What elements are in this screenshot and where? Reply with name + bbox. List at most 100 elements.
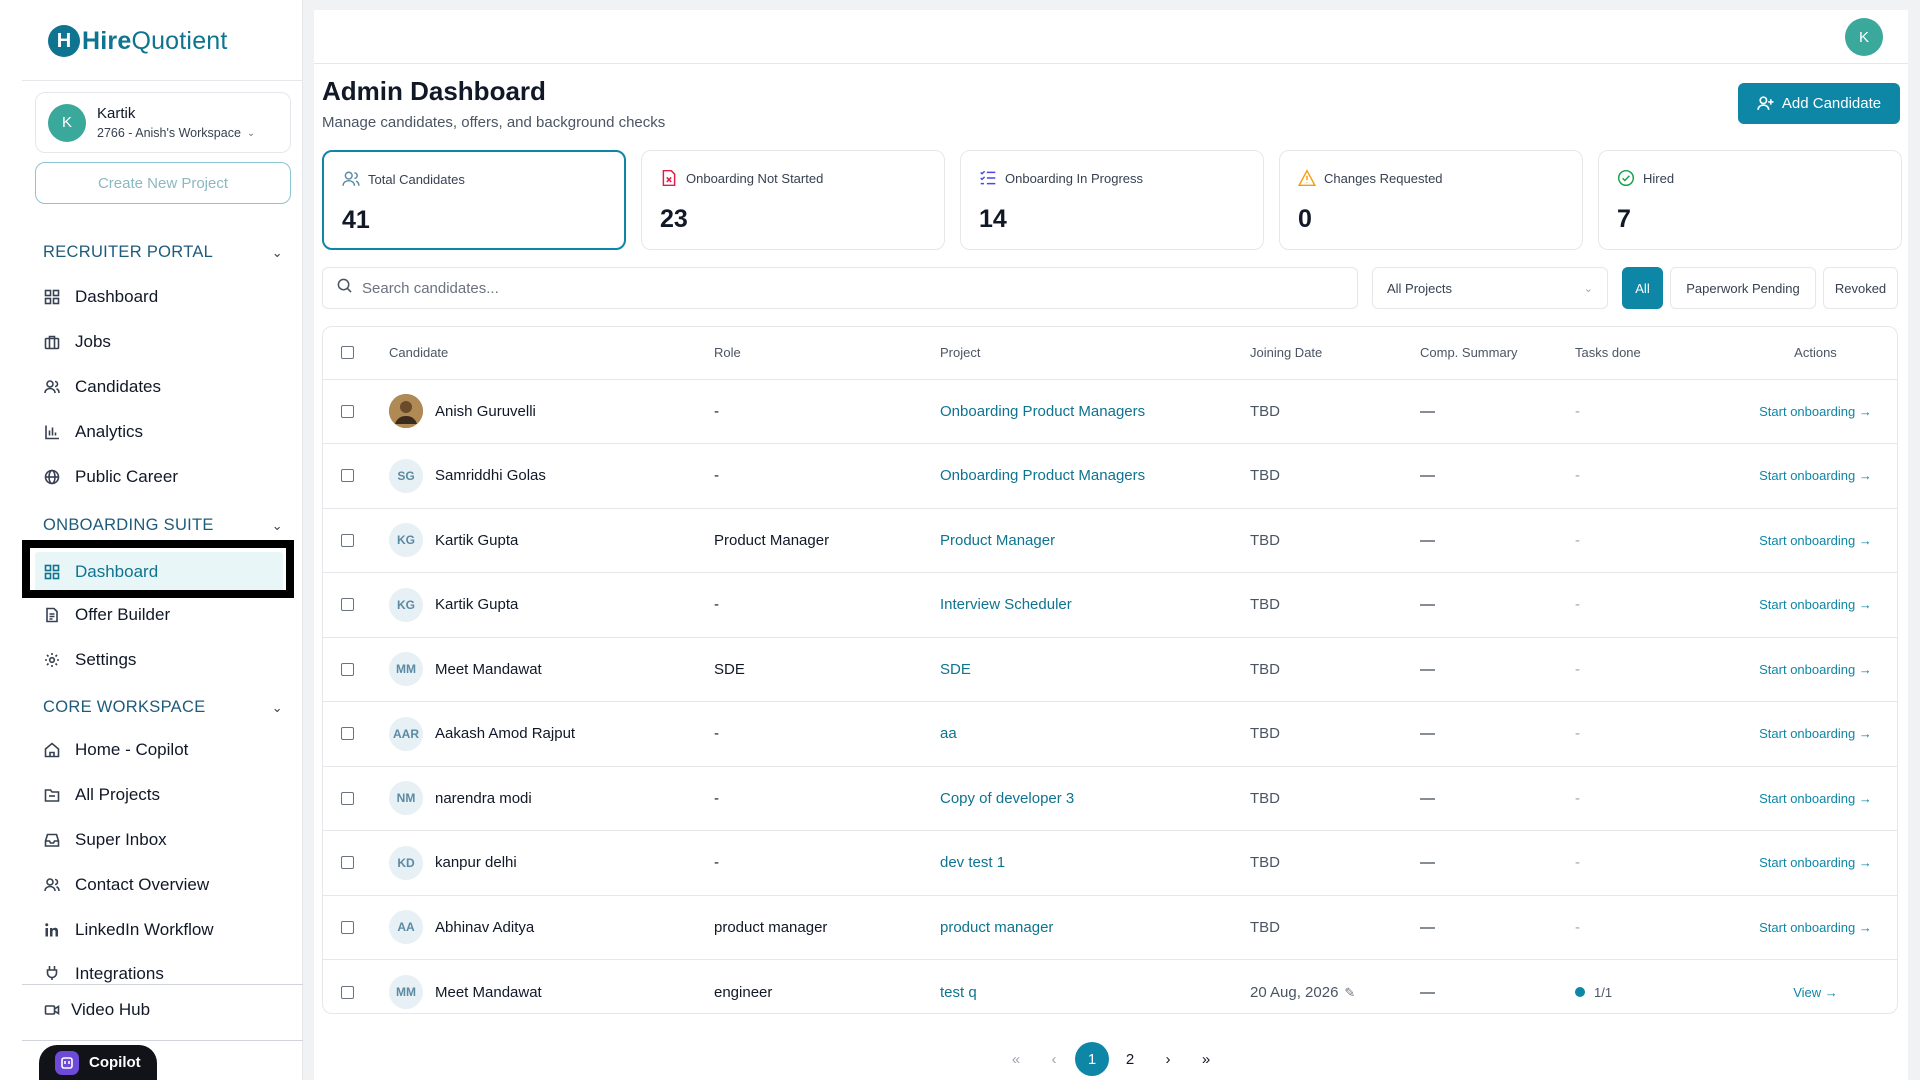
row-checkbox[interactable] <box>341 598 354 612</box>
candidate-cell[interactable]: SG Samriddhi Golas <box>389 458 714 493</box>
project-link[interactable]: Product Manager <box>940 531 1056 549</box>
candidate-cell[interactable]: AA Abhinav Aditya <box>389 910 714 945</box>
hirequotient-logo[interactable]: H HireQuotient <box>48 24 228 58</box>
table-row[interactable]: SG Samriddhi Golas - Onboarding Product Man… <box>323 443 1897 509</box>
nav-video-hub[interactable]: Video Hub <box>43 995 283 1025</box>
row-action-link[interactable]: Start onboarding → <box>1759 661 1872 677</box>
row-action-link[interactable]: Start onboarding → <box>1759 532 1872 548</box>
select-all-checkbox[interactable] <box>341 346 354 360</box>
nav-super-inbox[interactable]: Super Inbox <box>43 825 283 855</box>
table-row[interactable]: KD kanpur delhi - dev test 1 TBD — - Start onbo… <box>323 830 1897 896</box>
candidate-cell[interactable]: MM Meet Mandawat <box>389 975 714 1009</box>
nav-onboarding-dashboard[interactable]: Dashboard <box>35 552 283 592</box>
add-candidate-button[interactable]: Add Candidate <box>1738 83 1900 124</box>
row-checkbox[interactable] <box>341 856 354 870</box>
project-link[interactable]: Onboarding Product Managers <box>940 467 1146 485</box>
nav-settings[interactable]: Settings <box>43 645 283 675</box>
section-recruiter-portal[interactable]: RECRUITER PORTAL ⌄ <box>43 243 283 262</box>
table-row[interactable]: KG Kartik Gupta - Interview Scheduler TBD — - S… <box>323 572 1897 638</box>
row-action-link[interactable]: Start onboarding → <box>1759 919 1872 935</box>
column-header[interactable]: Joining Date <box>1250 327 1420 380</box>
project-link[interactable]: Onboarding Product Managers <box>940 402 1146 420</box>
nav-candidates[interactable]: Candidates <box>43 372 283 402</box>
nav-home-copilot[interactable]: Home - Copilot <box>43 735 283 765</box>
last-page-icon[interactable]: » <box>1201 1050 1211 1068</box>
nav-analytics[interactable]: Analytics <box>43 417 283 447</box>
table-row[interactable]: AA Abhinav Aditya product manager product m… <box>323 895 1897 960</box>
project-link[interactable]: aa <box>940 725 957 743</box>
section-core-workspace[interactable]: CORE WORKSPACE ⌄ <box>43 698 283 717</box>
project-link[interactable]: product manager <box>940 918 1054 936</box>
stat-card-total-candidates[interactable]: Total Candidates 41 <box>322 150 626 250</box>
table-row[interactable]: NM narendra modi - Copy of developer 3 TBD — -… <box>323 766 1897 831</box>
row-action-link[interactable]: Start onboarding → <box>1759 790 1872 806</box>
row-action-link[interactable]: Start onboarding → <box>1759 726 1872 742</box>
candidate-cell[interactable]: Anish Guruvelli <box>389 394 714 429</box>
project-link[interactable]: Copy of developer 3 <box>940 789 1075 807</box>
column-header[interactable]: Actions <box>1732 327 1897 380</box>
nav-offer-builder[interactable]: Offer Builder <box>43 600 283 630</box>
row-checkbox[interactable] <box>341 985 354 999</box>
create-new-project-button[interactable]: Create New Project <box>35 162 291 204</box>
page-button[interactable]: 2 <box>1125 1050 1135 1068</box>
nav-all-projects[interactable]: All Projects <box>43 780 283 810</box>
column-header[interactable]: Comp. Summary <box>1420 327 1575 380</box>
row-checkbox[interactable] <box>341 533 354 547</box>
row-action-link[interactable]: Start onboarding → <box>1759 468 1872 484</box>
nav-public-career[interactable]: Public Career <box>43 462 283 492</box>
table-row[interactable]: MM Meet Mandawat engineer test q 20 Aug, 202… <box>323 960 1897 1014</box>
nav-recruiter-dashboard[interactable]: Dashboard <box>43 282 283 312</box>
filter-revoked-button[interactable]: Revoked <box>1823 267 1898 309</box>
row-checkbox[interactable] <box>341 404 354 418</box>
row-checkbox[interactable] <box>341 727 354 741</box>
page-button[interactable]: 1 <box>1075 1042 1109 1076</box>
section-onboarding-suite[interactable]: ONBOARDING SUITE ⌄ <box>43 516 283 535</box>
filter-paperwork-pending-button[interactable]: Paperwork Pending <box>1670 267 1816 309</box>
candidate-cell[interactable]: KD kanpur delhi <box>389 845 714 880</box>
candidate-cell[interactable]: KG Kartik Gupta <box>389 523 714 558</box>
next-page-icon[interactable]: › <box>1165 1050 1171 1068</box>
row-action-link[interactable]: Start onboarding → <box>1759 855 1872 871</box>
stat-card-changes-requested[interactable]: Changes Requested 0 <box>1279 150 1583 250</box>
stat-card-onboarding-in-progress[interactable]: Onboarding In Progress 14 <box>960 150 1264 250</box>
first-page-icon[interactable]: « <box>1011 1050 1021 1068</box>
table-row[interactable]: AAR Aakash Amod Rajput - aa TBD — - Start onboa… <box>323 701 1897 767</box>
column-header[interactable]: Candidate <box>389 327 714 380</box>
search-box[interactable] <box>322 267 1358 309</box>
nav-linkedin-workflow[interactable]: LinkedIn Workflow <box>43 915 283 945</box>
candidate-cell[interactable]: MM Meet Mandawat <box>389 652 714 687</box>
prev-page-icon[interactable]: ‹ <box>1051 1050 1057 1068</box>
column-header[interactable]: Role <box>714 327 940 380</box>
nav-contact-overview[interactable]: Contact Overview <box>43 870 283 900</box>
project-link[interactable]: SDE <box>940 660 971 678</box>
row-action-link[interactable]: Start onboarding → <box>1759 597 1872 613</box>
row-checkbox[interactable] <box>341 791 354 805</box>
row-checkbox[interactable] <box>341 469 354 483</box>
table-row[interactable]: MM Meet Mandawat SDE SDE TBD — - Start onboardi… <box>323 637 1897 702</box>
row-checkbox[interactable] <box>341 920 354 934</box>
copilot-button[interactable]: Copilot <box>39 1045 157 1080</box>
table-row[interactable]: KG Kartik Gupta Product Manager Product Man… <box>323 508 1897 573</box>
project-link[interactable]: dev test 1 <box>940 854 1006 872</box>
user-avatar[interactable]: K <box>1845 18 1883 56</box>
edit-pencil-icon[interactable]: ✎ <box>1344 984 1356 1000</box>
row-checkbox[interactable] <box>341 662 354 676</box>
column-header[interactable]: Tasks done <box>1575 327 1732 380</box>
table-row[interactable]: Anish Guruvelli - Onboarding Product Manag… <box>323 379 1897 444</box>
nav-jobs[interactable]: Jobs <box>43 327 283 357</box>
project-link[interactable]: test q <box>940 983 977 1001</box>
row-action-link[interactable]: View → <box>1793 984 1838 1000</box>
project-filter-select[interactable]: All Projects ⌄ <box>1372 267 1608 309</box>
search-input[interactable] <box>362 279 1262 297</box>
candidate-cell[interactable]: KG Kartik Gupta <box>389 587 714 622</box>
candidate-cell[interactable]: NM narendra modi <box>389 781 714 816</box>
stat-card-hired[interactable]: Hired 7 <box>1598 150 1902 250</box>
candidate-cell[interactable]: AAR Aakash Amod Rajput <box>389 716 714 751</box>
stat-card-onboarding-not-started[interactable]: Onboarding Not Started 23 <box>641 150 945 250</box>
filter-all-button[interactable]: All <box>1622 267 1663 309</box>
workspace-switcher[interactable]: K Kartik 2766 - Anish's Workspace ⌄ <box>35 92 291 153</box>
row-action-link[interactable]: Start onboarding → <box>1759 403 1872 419</box>
column-header[interactable]: Project <box>940 327 1250 380</box>
nav-integrations[interactable]: Integrations <box>43 960 283 984</box>
project-link[interactable]: Interview Scheduler <box>940 596 1072 614</box>
